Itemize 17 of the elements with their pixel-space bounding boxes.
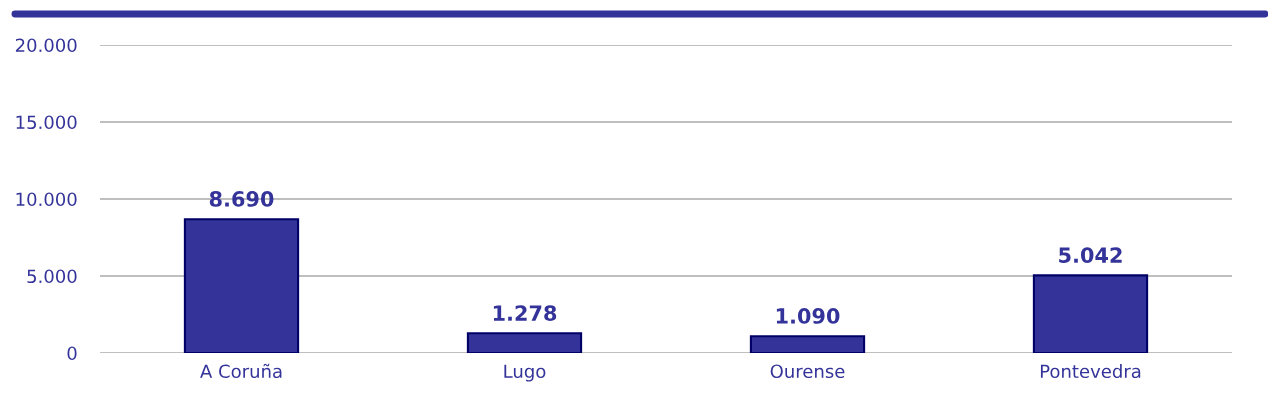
y-tick-label: 5.000 bbox=[27, 269, 77, 284]
y-tick-label: 20.000 bbox=[15, 38, 77, 53]
bar bbox=[1032, 274, 1149, 353]
bar bbox=[466, 332, 583, 353]
y-tick-label: 10.000 bbox=[16, 192, 77, 207]
data-label: 8.690 bbox=[209, 191, 274, 207]
x-tick-label: Lugo bbox=[504, 364, 546, 382]
x-tick-label: A Coruña bbox=[200, 363, 282, 379]
data-label: 1.090 bbox=[776, 308, 840, 324]
data-label: 5.042 bbox=[1059, 247, 1122, 263]
y-tick-label: 0 bbox=[67, 346, 77, 361]
x-tick-label: Ourense bbox=[770, 364, 845, 379]
x-tick-label: Pontevedra bbox=[1040, 364, 1141, 379]
data-label: 1.278 bbox=[493, 305, 557, 321]
bar bbox=[183, 218, 300, 353]
bar bbox=[749, 335, 866, 353]
y-tick-label: 15.000 bbox=[16, 115, 77, 130]
